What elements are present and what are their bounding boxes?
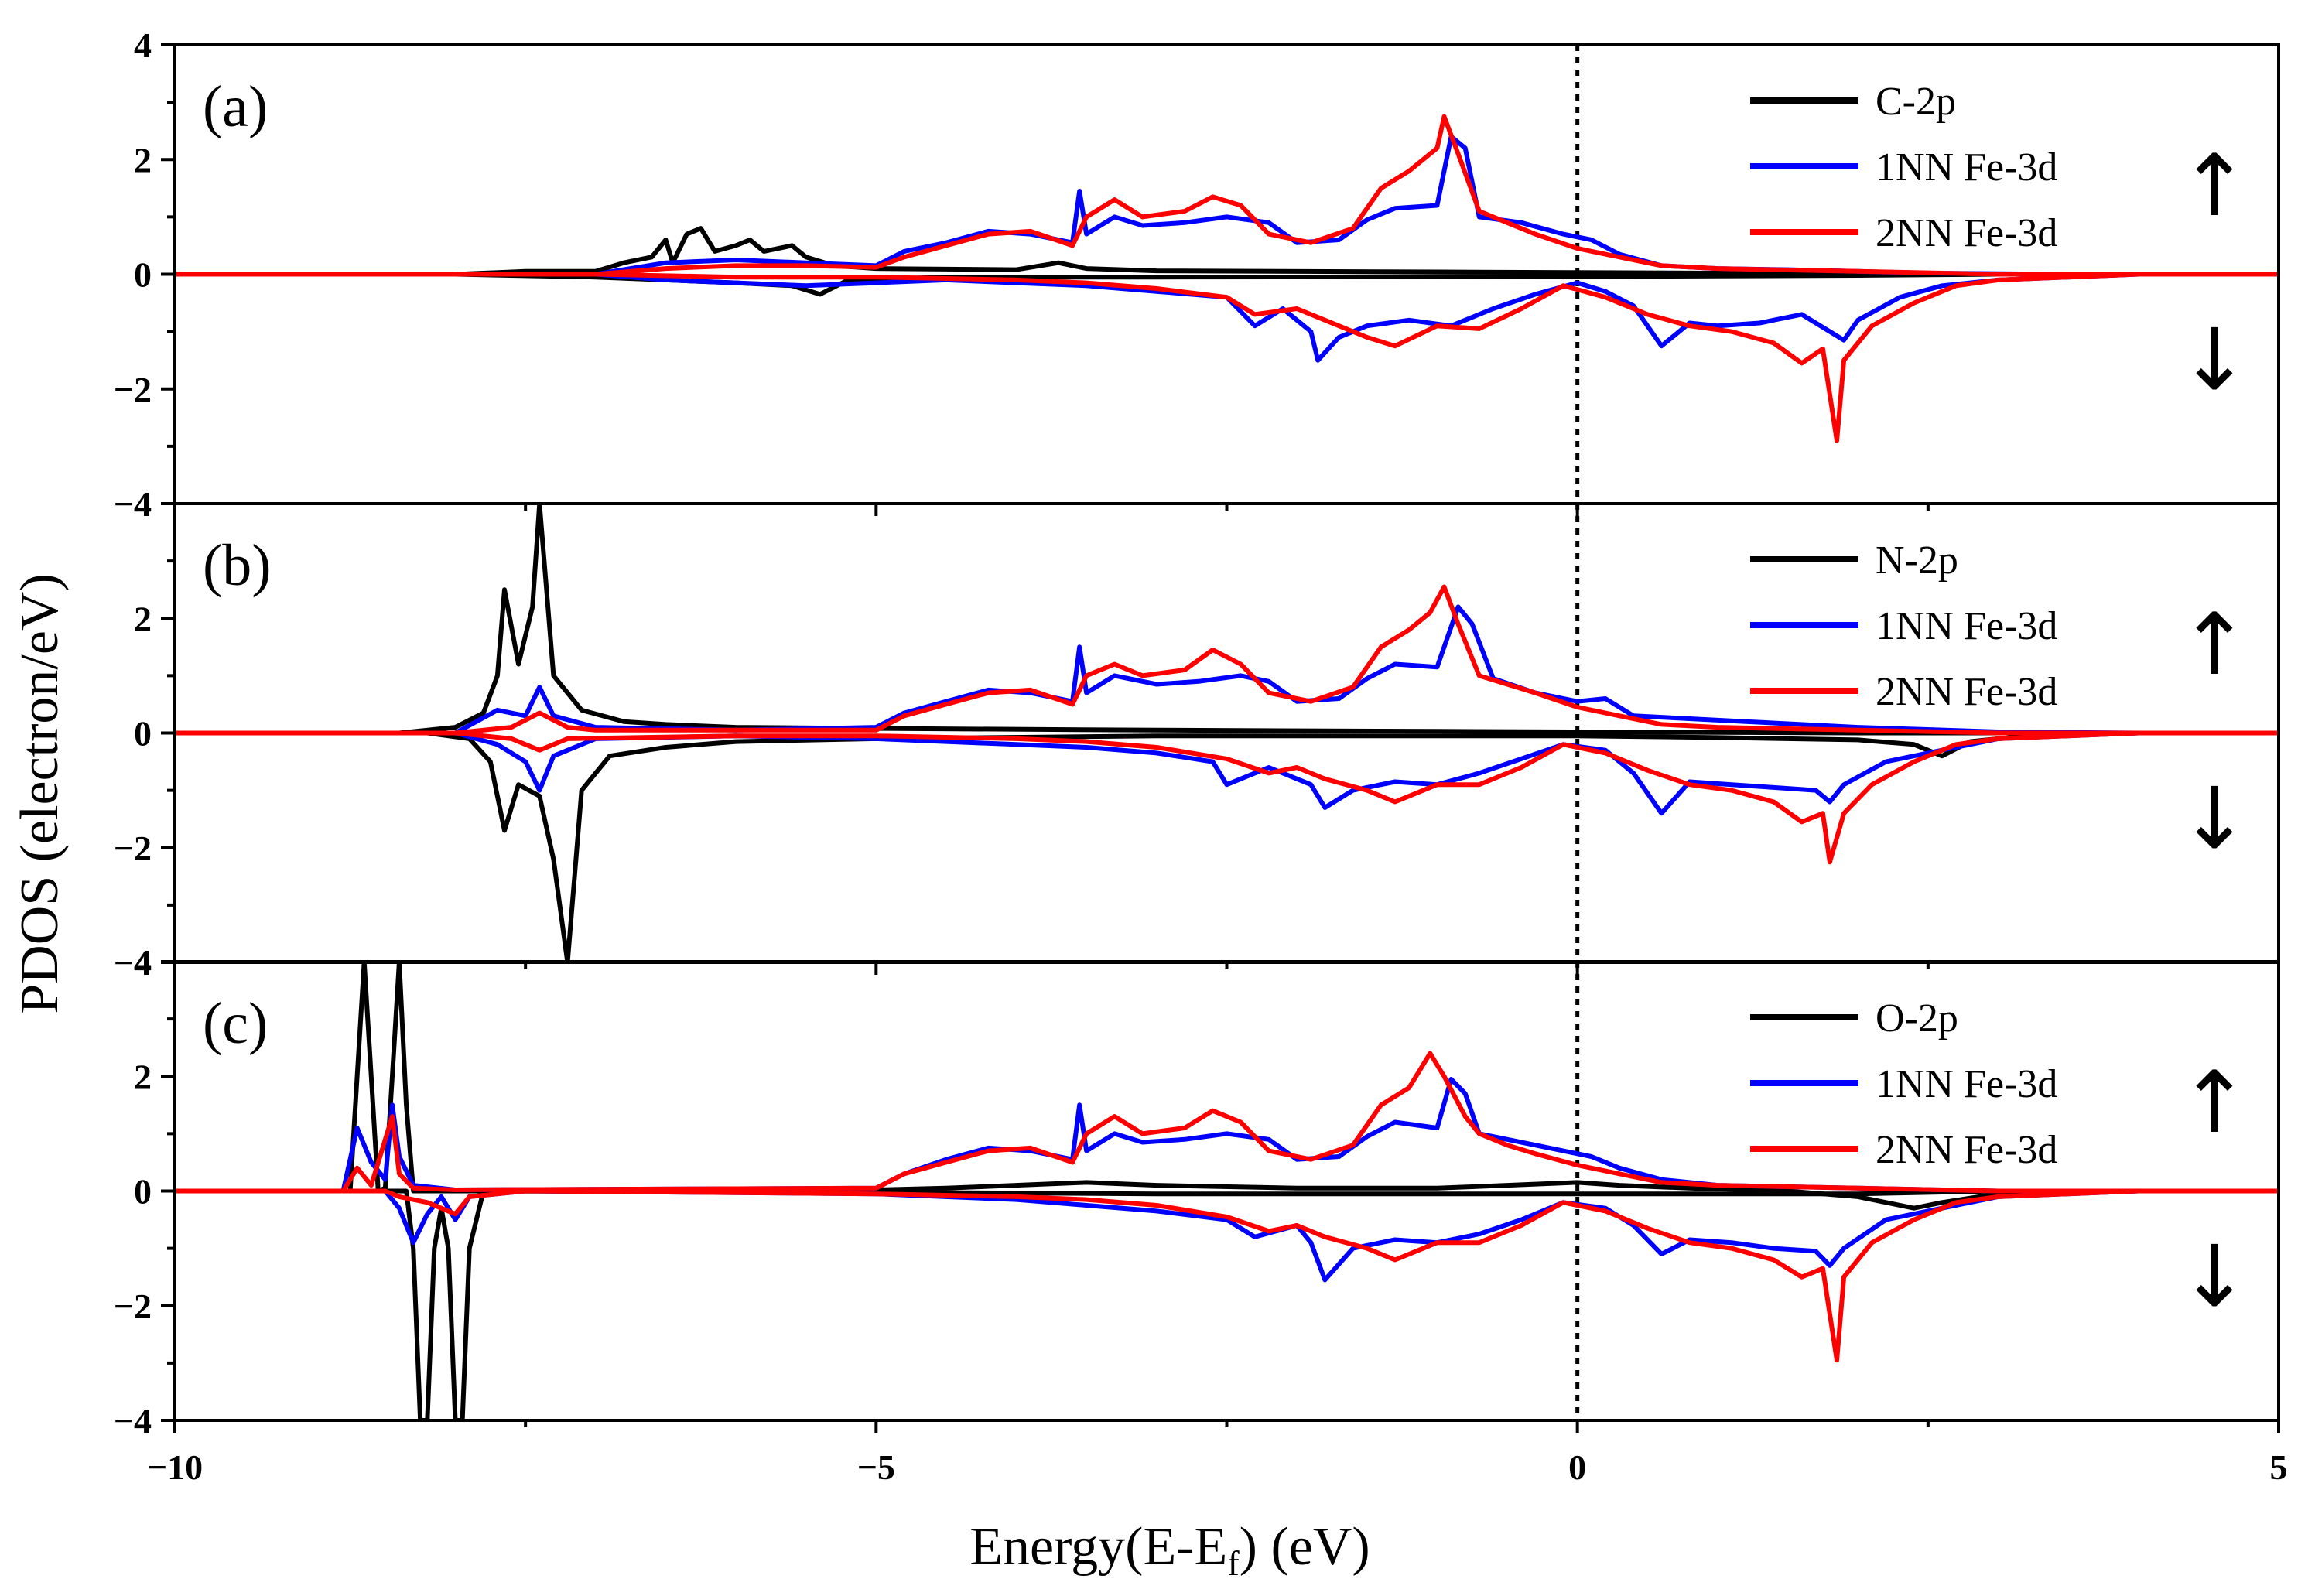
series-line-2nn-fe-3d-up <box>175 584 2279 736</box>
x-tick-label: −5 <box>857 1447 895 1487</box>
panel-2: 4 2 0 −2 −4 (b) N-2p 1NN Fe-3d 2NN Fe-3d ↑ ↓ <box>114 484 2280 983</box>
y-tick-label: 2 <box>134 599 152 638</box>
legend-label: 2NN Fe-3d <box>1876 211 2057 255</box>
y-axis-title: PDOS (electron/eV) <box>10 573 70 1014</box>
y-tick-label: 2 <box>134 140 152 179</box>
series-line-o-2p-down <box>175 1188 2279 1420</box>
series-line-1nn-fe-3d-down <box>175 1188 2279 1283</box>
y-tick-label: −2 <box>114 370 152 409</box>
y-tick-label: 4 <box>134 26 152 65</box>
legend-label: O-2p <box>1876 996 1958 1041</box>
legend-label: 1NN Fe-3d <box>1876 604 2057 648</box>
panel-label: (b) <box>203 533 272 598</box>
spin-down-arrow: ↓ <box>2179 1227 2250 1326</box>
legend-label: 2NN Fe-3d <box>1876 1128 2057 1172</box>
y-tick-label: 0 <box>134 255 152 295</box>
series-line-o-2p-up <box>175 962 2279 1211</box>
y-tick-label: 2 <box>134 1057 152 1096</box>
y-tick-label: −4 <box>114 484 152 524</box>
panel-1: 4 2 0 −2 −4 (a) C-2p 1NN Fe-3d 2NN Fe-3d ↑ ↓ <box>114 26 2280 524</box>
series-line-n-2p-down <box>175 730 2279 962</box>
spin-down-arrow: ↓ <box>2179 769 2250 868</box>
x-axis-title: Energy(E-Ef) (eV) <box>969 1517 1370 1583</box>
series-line-n-2p-up <box>175 504 2279 736</box>
legend-label: N-2p <box>1876 538 1958 583</box>
series-line-2nn-fe-3d-down <box>175 272 2279 443</box>
x-tick-label: −10 <box>147 1447 203 1487</box>
y-tick-label: −2 <box>114 1287 152 1326</box>
x-tick-label: 0 <box>1568 1447 1586 1487</box>
x-tick-label: 5 <box>2270 1447 2288 1487</box>
spin-down-arrow: ↓ <box>2179 310 2250 409</box>
legend-label: 1NN Fe-3d <box>1876 1062 2057 1106</box>
panel-3: 4 2 0 −2 −4 (c) O-2p 1NN Fe-3d 2NN Fe-3d ↑ ↓ <box>114 942 2280 1441</box>
spin-up-arrow: ↑ <box>2179 1053 2250 1152</box>
series-line-2nn-fe-3d-down <box>175 730 2279 865</box>
spin-up-arrow: ↑ <box>2179 595 2250 694</box>
series-line-1nn-fe-3d-up <box>175 1077 2279 1194</box>
series-line-1nn-fe-3d-up <box>175 134 2279 277</box>
panel-label: (a) <box>203 74 268 139</box>
series-line-2nn-fe-3d-down <box>175 1188 2279 1363</box>
y-tick-label: 0 <box>134 1172 152 1212</box>
y-tick-label: 4 <box>134 942 152 982</box>
series-group <box>175 962 2279 1420</box>
series-line-2nn-fe-3d-up <box>175 114 2279 277</box>
panel-label: (c) <box>203 991 268 1056</box>
series-line-1nn-fe-3d-down <box>175 272 2279 363</box>
legend-label: 2NN Fe-3d <box>1876 670 2057 714</box>
y-tick-label: −2 <box>114 829 152 868</box>
series-group <box>175 114 2279 443</box>
series-line-2nn-fe-3d-up <box>175 1051 2279 1194</box>
spin-up-arrow: ↑ <box>2179 136 2250 235</box>
y-tick-label: −4 <box>114 943 152 983</box>
y-tick-label: 0 <box>134 714 152 754</box>
legend-label: 1NN Fe-3d <box>1876 145 2057 190</box>
series-line-c-2p-up <box>175 226 2279 277</box>
y-tick-label: 4 <box>134 484 152 524</box>
y-tick-label: −4 <box>114 1401 152 1441</box>
legend-label: C-2p <box>1876 80 1956 124</box>
series-group <box>175 504 2279 962</box>
